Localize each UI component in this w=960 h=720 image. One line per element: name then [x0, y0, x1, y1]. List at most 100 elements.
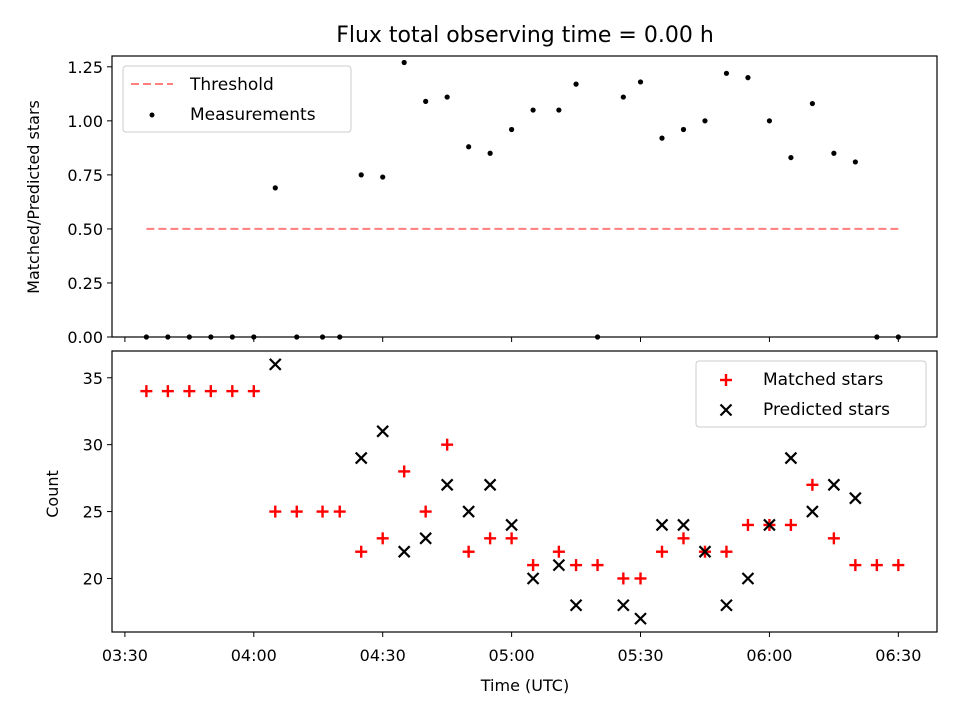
top-legend-box [122, 65, 352, 133]
predicted-star-point [655, 518, 669, 532]
matched-star-point [784, 518, 797, 531]
predicted-star-point [849, 491, 862, 505]
measurement-point [143, 334, 149, 340]
measurement-point [766, 118, 773, 124]
measurement-point [337, 334, 343, 340]
matched-star-point [161, 385, 174, 398]
measurement-point [358, 172, 364, 178]
measurement-point [573, 81, 579, 87]
predicted-star-point [720, 598, 733, 612]
matched-star-point [247, 385, 260, 398]
measurement-point [659, 135, 665, 141]
matched-legend-marker [720, 374, 732, 386]
predicted-star-point [552, 558, 566, 572]
bottom-legend: Matched stars Predicted stars [695, 360, 927, 428]
measurement-point [594, 334, 601, 340]
measurement-point [401, 59, 407, 66]
bottom-legend-box [695, 360, 927, 428]
top-y-tick-label: 0.75 [67, 166, 103, 185]
bottom-plot-frame [111, 350, 938, 633]
matched-star-point [462, 545, 475, 558]
predicted-star-point [376, 425, 389, 438]
measurement-point [874, 334, 880, 340]
chart-title: Flux total observing time = 0.00 h [336, 23, 714, 48]
predicted-star-point [677, 518, 690, 532]
matched-star-point [204, 385, 217, 398]
matched-star-point [570, 559, 583, 572]
measurement-point [788, 154, 794, 161]
matched-star-point [441, 438, 454, 451]
measurement-point [208, 334, 214, 340]
matched-star-point [849, 559, 862, 572]
predicted-star-point [419, 532, 432, 545]
measurement-point [509, 126, 515, 133]
measurements-points [143, 59, 901, 340]
measurement-point [380, 174, 386, 180]
bottom-x-ticks: 03:30 04:00 04:30 05:00 05:30 06:00 06:30 [102, 632, 921, 665]
measurement-point [556, 107, 562, 113]
x-tick-label: 04:00 [231, 646, 277, 665]
measurement-point [466, 144, 472, 150]
matched-star-point [419, 505, 432, 518]
matched-star-point [269, 505, 282, 518]
predicted-star-point [698, 545, 712, 558]
matched-star-point [720, 545, 733, 558]
measurement-point [487, 150, 493, 156]
predicted-star-point [617, 598, 630, 612]
measurement-point [319, 334, 326, 340]
matched-star-point [527, 559, 540, 572]
predicted-star-point [440, 478, 454, 492]
measurement-point [444, 94, 450, 100]
top-panel: 0.00 0.25 0.50 0.75 1.00 1.25 Matched/Predict… [24, 55, 938, 347]
matched-star-point [634, 572, 647, 585]
matched-star-point [484, 532, 497, 545]
matched-star-point [870, 559, 883, 572]
predicted-star-point [483, 478, 497, 492]
measurement-point [229, 334, 235, 340]
matched-star-point [290, 505, 303, 518]
bottom-y-ticks: 20 25 30 35 [83, 369, 112, 588]
predicted-star-point [634, 612, 647, 625]
top-y-ticks: 0.00 0.25 0.50 0.75 1.00 1.25 [67, 58, 112, 347]
top-y-axis-label: Matched/Predicted stars [24, 100, 43, 294]
predicted-star-point [741, 572, 755, 585]
predicted-star-point [569, 598, 583, 612]
matched-star-point [376, 532, 389, 545]
measurement-point [831, 150, 837, 156]
top-y-tick-label: 0.25 [67, 274, 103, 293]
predicted-star-point [505, 518, 518, 532]
matched-legend-label: Matched stars [763, 370, 883, 390]
measurement-point [272, 185, 278, 191]
x-tick-label: 04:30 [360, 646, 406, 665]
measurement-point [251, 334, 257, 340]
matched-star-point [140, 385, 153, 398]
predicted-star-point [397, 545, 411, 558]
measurements-legend-swatch [149, 112, 155, 118]
matched-star-point [226, 385, 239, 398]
matched-star-point [355, 545, 368, 558]
matched-star-point [656, 545, 668, 558]
x-tick-label: 06:00 [746, 646, 792, 665]
bottom-y-tick-label: 25 [83, 503, 103, 522]
x-tick-label: 03:30 [102, 646, 148, 665]
measurement-point [165, 334, 171, 340]
matched-star-point [617, 572, 630, 585]
measurement-point [294, 334, 300, 340]
measurement-point [530, 107, 536, 113]
measurement-point [423, 98, 429, 104]
predicted-star-point [763, 518, 776, 532]
matched-star-point [316, 505, 329, 518]
bottom-y-tick-label: 20 [83, 569, 103, 588]
predicted-star-point [827, 478, 841, 492]
measurement-point [680, 126, 687, 133]
measurements-legend-label: Measurements [190, 105, 316, 125]
bottom-y-tick-label: 30 [83, 436, 103, 455]
measurement-point [637, 79, 644, 85]
top-legend: Threshold Measurements [122, 65, 352, 133]
top-y-tick-label: 0.00 [67, 328, 103, 347]
matched-star-point [591, 559, 604, 572]
predicted-star-point [269, 358, 282, 371]
matched-star-point [741, 518, 754, 531]
matched-legend-swatch [720, 374, 732, 386]
